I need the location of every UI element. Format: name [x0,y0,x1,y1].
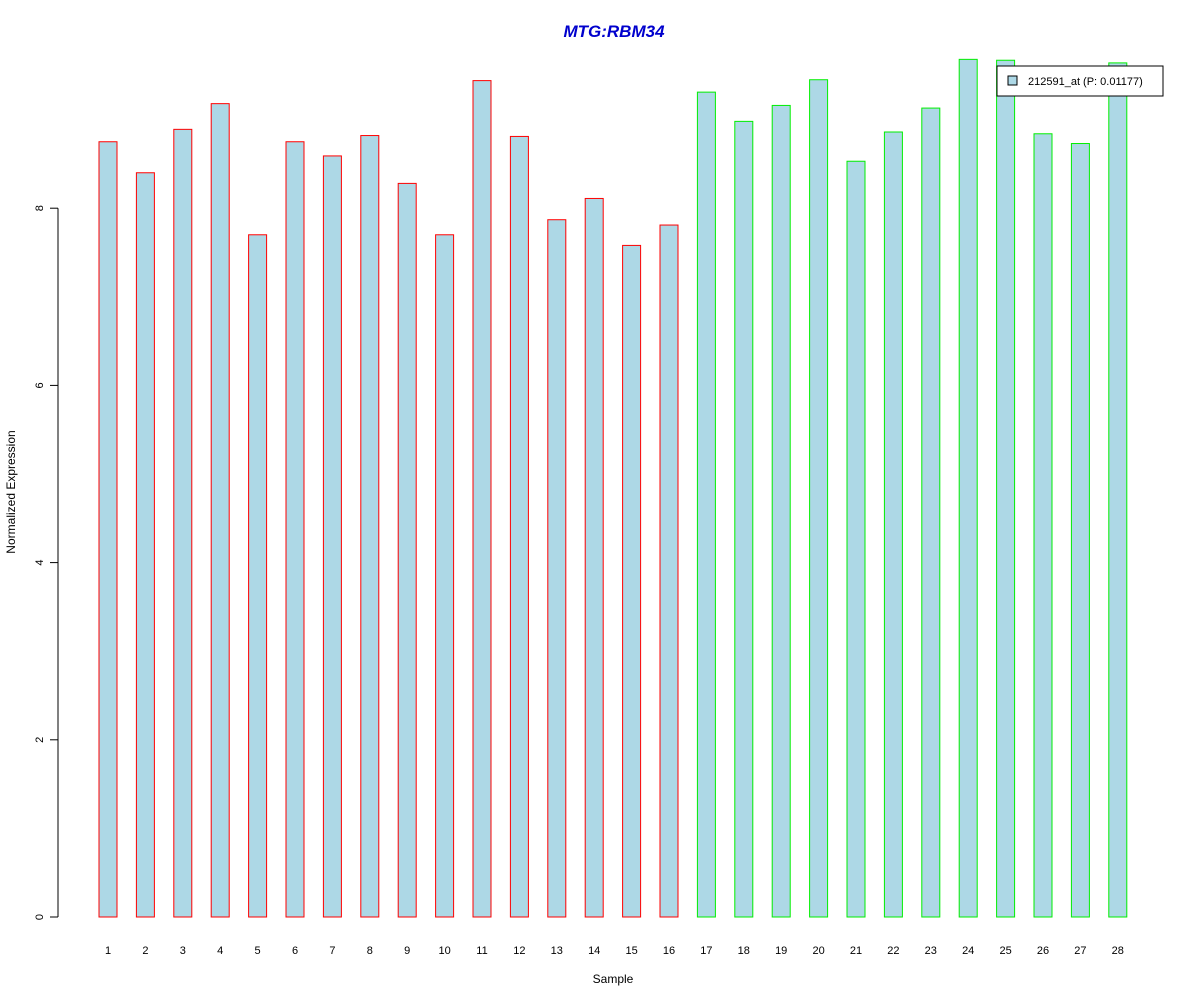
y-tick-label: 8 [34,205,46,211]
x-tick-label: 3 [180,945,186,957]
x-tick-label: 26 [1037,945,1049,957]
bar-sample-10 [435,234,455,918]
x-tick-label: 25 [999,945,1011,957]
x-tick-label: 5 [255,945,261,957]
bar-sample-1 [98,141,118,918]
x-axis-title: Sample [593,972,634,986]
bar-group [98,58,1128,918]
y-tick-label: 4 [34,560,46,566]
bar-sample-22 [883,131,903,918]
x-tick-label: 27 [1074,945,1086,957]
x-tick-label: 24 [962,945,974,957]
x-tick-label: 9 [404,945,410,957]
bar-sample-24 [958,58,978,918]
bar-sample-27 [1070,143,1090,918]
bar-sample-15 [622,244,642,918]
x-tick-label: 6 [292,945,298,957]
bar-sample-20 [809,79,829,918]
bar-sample-28 [1108,62,1128,918]
bar-sample-6 [285,141,305,918]
chart-title: MTG:RBM34 [563,22,665,41]
y-axis-title: Normalized Expression [4,430,18,553]
x-tick-label: 11 [476,945,487,957]
x-tick-label: 10 [438,945,450,957]
bar-sample-19 [771,104,791,918]
x-tick-label: 14 [588,945,600,957]
x-tick-label: 13 [551,945,563,957]
bar-sample-21 [846,160,866,918]
bar-sample-9 [397,182,417,918]
x-tick-label: 22 [887,945,899,957]
y-tick-label: 6 [34,382,46,388]
x-tick-label: 21 [850,945,862,957]
x-tick-label: 1 [105,945,111,957]
bar-sample-23 [921,107,941,918]
bar-sample-17 [696,91,716,918]
bar-sample-12 [509,135,529,918]
legend-box [996,65,1164,97]
bar-sample-26 [1033,133,1053,918]
legend: 212591_at (P: 0.01177) [996,65,1164,97]
x-tick-label: 23 [925,945,937,957]
bar-sample-7 [322,155,342,918]
x-tick-label: 7 [329,945,335,957]
y-tick-label: 0 [34,914,46,920]
x-tick-label: 8 [367,945,373,957]
bar-sample-5 [248,234,268,918]
bar-sample-18 [734,120,754,918]
bar-sample-4 [210,103,230,918]
bar-sample-25 [996,59,1016,918]
bar-sample-3 [173,128,193,918]
y-tick-label: 2 [34,737,46,743]
bar-sample-13 [547,219,567,918]
x-tick-label: 28 [1112,945,1124,957]
x-tick-label: 4 [217,945,223,957]
legend-swatch [1007,75,1018,86]
x-tick-label: 18 [738,945,750,957]
bar-sample-16 [659,224,679,918]
x-tick-label: 2 [142,945,148,957]
bar-sample-2 [135,172,155,918]
x-tick-label: 17 [700,945,712,957]
y-axis: 0 2 4 6 8 [34,205,59,920]
x-tick-labels: 1 2 3 4 5 6 7 8 9 10 11 12 13 14 15 16 17 18 19 20 21 22 23 24 2… [105,945,1124,957]
x-tick-label: 20 [812,945,824,957]
bar-sample-14 [584,197,604,918]
bar-sample-11 [472,80,492,918]
x-tick-label: 19 [775,945,787,957]
x-tick-label: 16 [663,945,675,957]
x-tick-label: 12 [513,945,525,957]
x-tick-label: 15 [625,945,637,957]
bar-sample-8 [360,135,380,918]
legend-label: 212591_at (P: 0.01177) [1028,76,1143,88]
